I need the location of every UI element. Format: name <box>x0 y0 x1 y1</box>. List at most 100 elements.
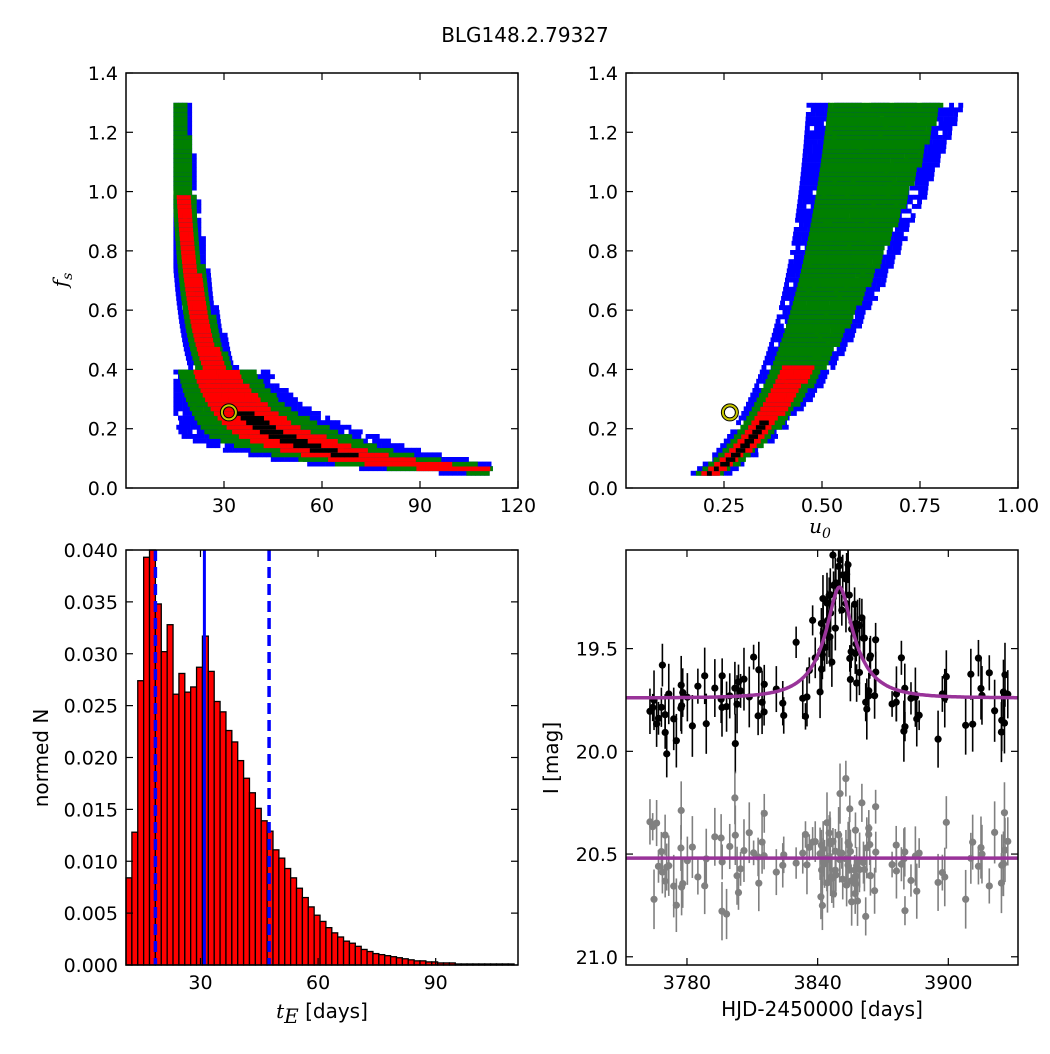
density-cell <box>175 236 180 241</box>
density-cell <box>289 457 294 462</box>
density-cell <box>783 347 788 352</box>
density-cell <box>798 356 803 361</box>
density-cell <box>874 268 879 273</box>
density-cell <box>410 466 415 471</box>
density-cell <box>253 452 258 457</box>
density-cell <box>862 195 867 200</box>
density-cell <box>244 393 249 398</box>
density-cell <box>893 172 898 177</box>
density-cell <box>808 342 813 347</box>
density-cell <box>777 393 782 398</box>
density-cell <box>801 268 806 273</box>
density-cell <box>740 448 745 453</box>
density-cell <box>748 397 753 402</box>
density-cell <box>844 314 849 319</box>
density-cell <box>907 172 912 177</box>
density-cell <box>203 393 208 398</box>
density-cell <box>802 163 807 168</box>
density-cell <box>835 328 840 333</box>
density-cell <box>753 434 758 439</box>
density-cell <box>808 397 813 402</box>
density-cell <box>201 347 206 352</box>
density-cell <box>771 365 776 370</box>
density-cell <box>841 209 846 214</box>
density-cell <box>926 158 931 163</box>
density-cell <box>414 452 419 457</box>
density-cell <box>263 393 268 398</box>
density-cell <box>779 416 784 421</box>
density-cell <box>906 144 911 149</box>
panel-tl-xtick-label: 120 <box>500 495 536 517</box>
density-cell <box>804 310 809 315</box>
density-cell <box>893 241 898 246</box>
density-cell <box>803 397 808 402</box>
density-cell <box>347 457 352 462</box>
density-cell <box>195 291 200 296</box>
density-cell <box>803 153 808 158</box>
density-cell <box>259 416 264 421</box>
density-cell <box>727 443 732 448</box>
density-cell <box>936 158 941 163</box>
density-cell <box>808 144 813 149</box>
density-cell <box>898 167 903 172</box>
density-cell <box>286 425 291 430</box>
density-cell <box>879 268 884 273</box>
density-cell <box>789 259 794 264</box>
density-cell <box>825 282 830 287</box>
density-cell <box>337 425 342 430</box>
density-cell <box>187 370 192 375</box>
density-cell <box>702 466 707 471</box>
density-cell <box>858 213 863 218</box>
density-cell <box>801 172 806 177</box>
density-cell <box>906 218 911 223</box>
density-cell <box>245 416 250 421</box>
density-cell <box>775 337 780 342</box>
density-cell <box>798 259 803 264</box>
density-cell <box>173 153 178 158</box>
density-cell <box>798 328 803 333</box>
density-cell <box>247 397 252 402</box>
density-cell <box>173 379 178 384</box>
density-cell <box>802 199 807 204</box>
density-cell <box>181 195 186 200</box>
density-cell <box>848 195 853 200</box>
density-cell <box>857 264 862 269</box>
density-cell <box>438 462 443 467</box>
density-cell <box>190 347 195 352</box>
density-cell <box>890 158 895 163</box>
density-cell <box>853 241 858 246</box>
density-cell <box>764 416 769 421</box>
density-cell <box>181 328 186 333</box>
density-cell <box>807 153 812 158</box>
density-cell <box>874 176 879 181</box>
density-cell <box>819 204 824 209</box>
density-cell <box>927 153 932 158</box>
density-cell <box>273 406 278 411</box>
density-cell <box>864 181 869 186</box>
density-cell <box>799 222 804 227</box>
density-cell <box>830 314 835 319</box>
density-cell <box>219 434 224 439</box>
density-cell <box>221 439 226 444</box>
density-cell <box>353 462 358 467</box>
density-cell <box>830 241 835 246</box>
density-cell <box>765 406 770 411</box>
density-cell <box>210 388 215 393</box>
density-cell <box>200 291 205 296</box>
density-cell <box>178 121 183 126</box>
density-cell <box>248 452 253 457</box>
density-cell <box>307 411 312 416</box>
density-cell <box>814 337 819 342</box>
density-cell <box>189 241 194 246</box>
density-cell <box>179 420 184 425</box>
density-cell <box>359 439 364 444</box>
density-cell <box>914 153 919 158</box>
density-cell <box>799 278 804 283</box>
density-cell <box>882 236 887 241</box>
density-cell <box>894 236 899 241</box>
density-cell <box>843 195 848 200</box>
density-cell <box>883 268 888 273</box>
density-cell <box>887 232 892 237</box>
density-cell <box>231 425 236 430</box>
